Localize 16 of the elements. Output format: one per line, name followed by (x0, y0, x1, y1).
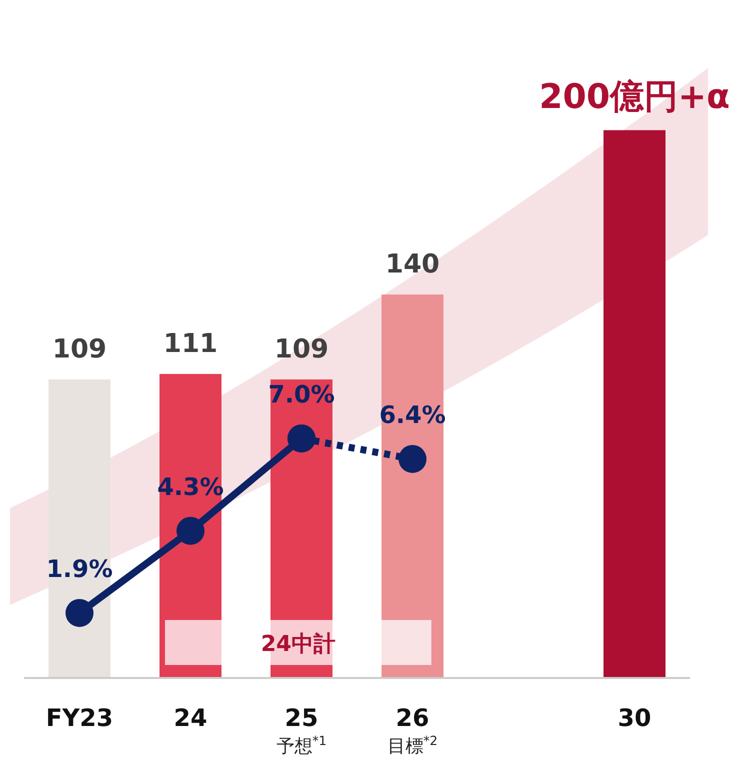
data-label: 111 (163, 328, 218, 359)
x-tick-label: 26 目標$^{*2}$ (387, 704, 438, 757)
data-label: 140 (385, 250, 440, 280)
band-label: 24中計 (260, 632, 336, 657)
x-tick-label: FY23 (46, 704, 114, 732)
data-label: 109 (274, 334, 329, 364)
data-label: 109 (52, 334, 107, 364)
data-label: 1.9% (46, 554, 113, 583)
data-label: 200億円+α (539, 77, 730, 118)
x-tick-label: 25 予想$^{*1}$ (276, 704, 327, 757)
x-tick-label: 24 (174, 704, 208, 732)
x-tick-label: 30 (618, 704, 652, 732)
point (66, 598, 94, 627)
point (398, 444, 426, 473)
data-label: 6.4% (379, 400, 446, 429)
point (176, 516, 204, 545)
